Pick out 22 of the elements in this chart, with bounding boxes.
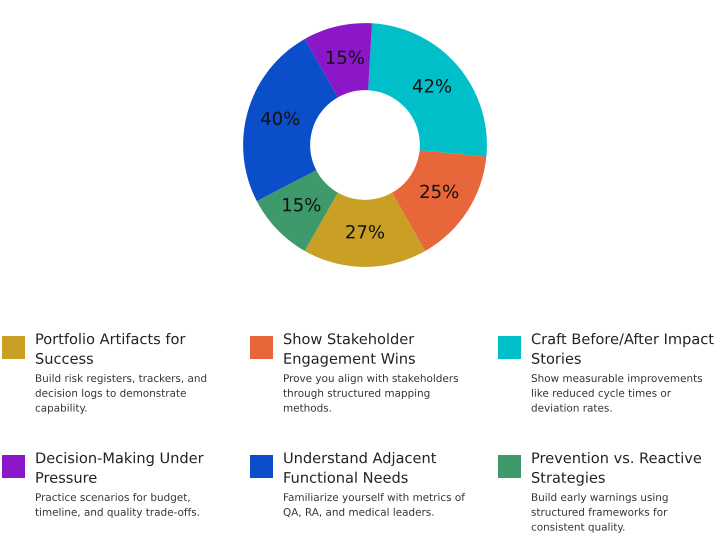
- data-label: 25%: [420, 184, 458, 198]
- legend-label: Decision-Making Under Pressure: [36, 452, 204, 483]
- legend-label: Understand Adjacent Functional Needs: [284, 452, 436, 483]
- data-label: 27%: [346, 224, 384, 239]
- legend-label: Show Stakeholder Engagement Wins: [284, 333, 415, 367]
- text: Build early warnings using structured frameworks for consistent quality.: [532, 493, 668, 533]
- donut-slice: [256, 170, 338, 251]
- text: Prove you align with stakeholders through structured mapping methods.: [283, 374, 458, 412]
- text: Practice scenarios for budget, timeline, and quality trade-offs.: [35, 493, 199, 518]
- donut-slice: [368, 23, 487, 157]
- donut-slice: [304, 23, 372, 98]
- text: Familiarize yourself with metrics of QA, RA, and medical leaders.: [284, 493, 466, 518]
- data-label: 15%: [283, 198, 320, 212]
- text: Show measurable improvements like reduced cycle times or deviation rates.: [532, 374, 702, 412]
- text: Build risk registers, trackers, and decision logs to demonstrate capability.: [36, 374, 206, 414]
- data-label: 42%: [412, 79, 452, 93]
- data-label: 40%: [261, 112, 300, 126]
- legend-label: Craft Before/After Impact Stories: [532, 333, 714, 364]
- data-label: 15%: [326, 50, 364, 64]
- legend-label: Prevention vs. Reactive Strategies: [532, 452, 702, 486]
- donut-slice: [392, 150, 486, 251]
- legend-label: Portfolio Artifacts for Success: [36, 333, 186, 364]
